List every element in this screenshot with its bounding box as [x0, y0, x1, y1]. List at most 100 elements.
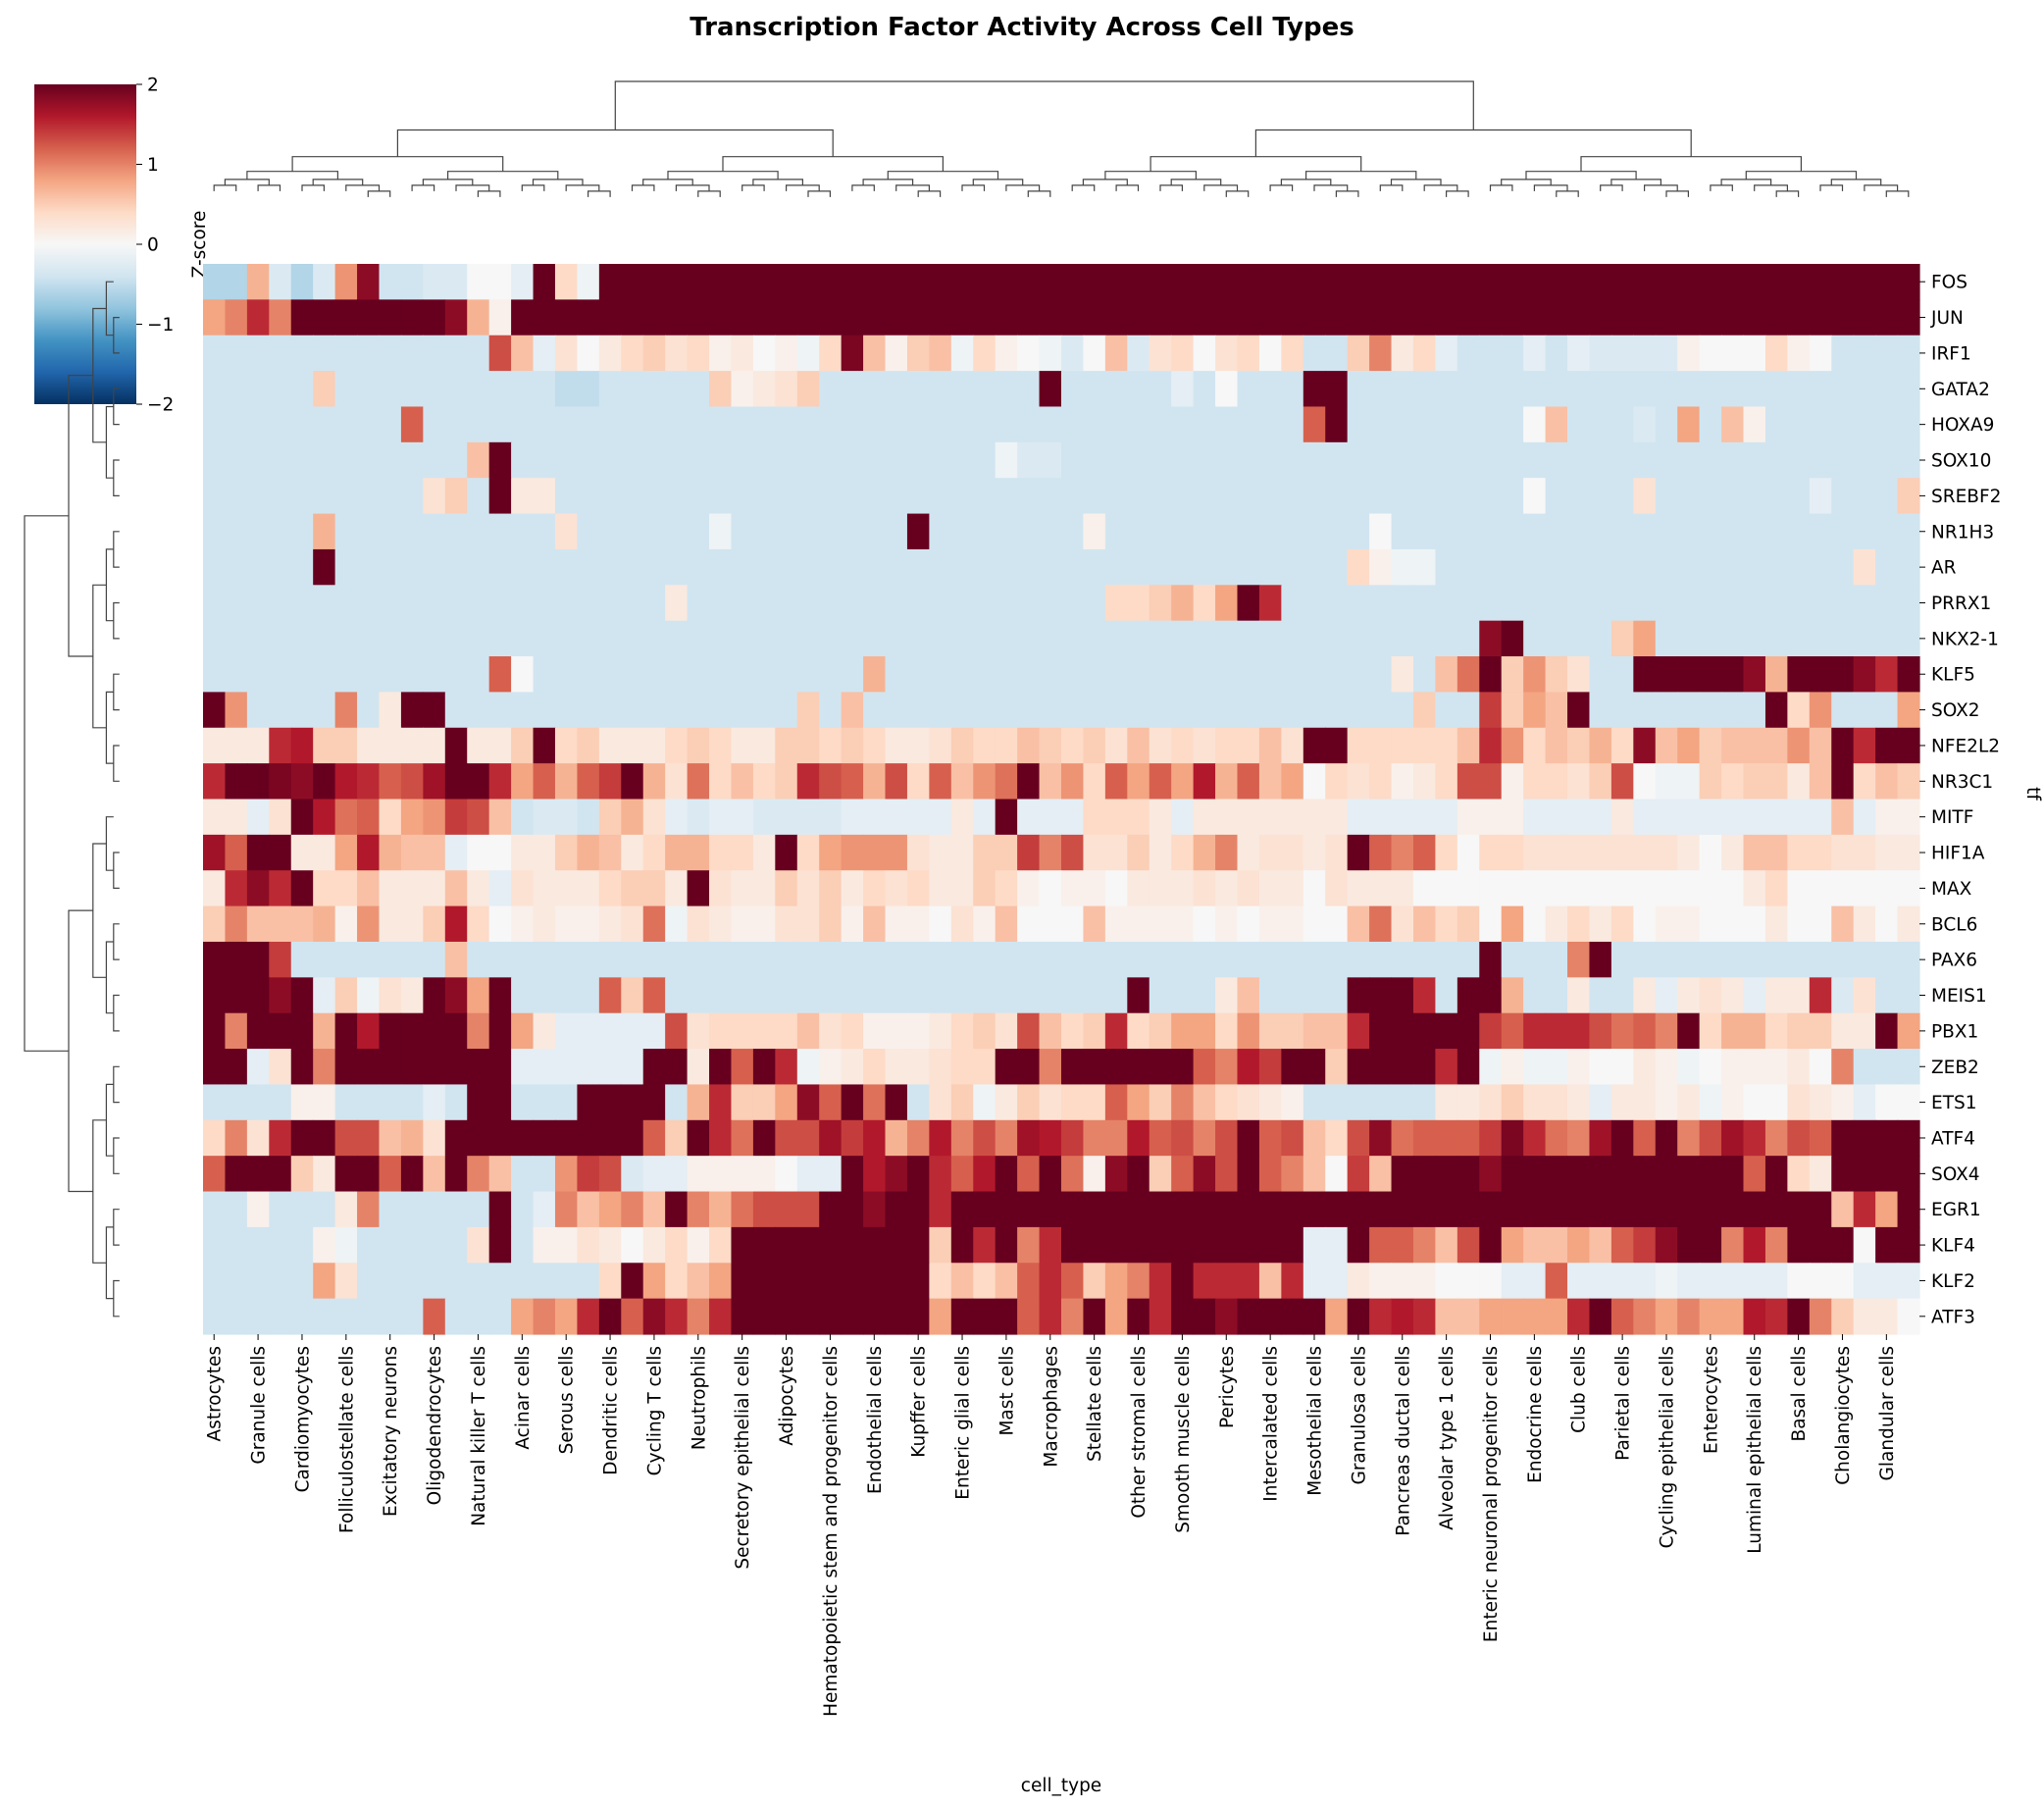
heatmap-cell: [1897, 585, 1920, 622]
heatmap-cell: [1171, 977, 1195, 1014]
heatmap-cell: [796, 834, 820, 871]
heatmap-cell: [1325, 585, 1349, 622]
heatmap-cell: [1545, 1156, 1568, 1193]
heatmap-cell: [1258, 763, 1282, 801]
row-label: KLF2: [1931, 1271, 1975, 1292]
heatmap-cell: [973, 478, 996, 515]
heatmap-cell: [598, 441, 622, 479]
heatmap-cell: [269, 585, 292, 622]
heatmap-cell: [313, 620, 336, 657]
heatmap-cell: [1897, 905, 1920, 943]
heatmap-cell: [334, 335, 358, 372]
heatmap-cell: [488, 1012, 512, 1050]
heatmap-cell: [1853, 620, 1876, 657]
heatmap-cell: [1721, 513, 1745, 550]
heatmap-cell: [906, 656, 930, 693]
heatmap-cell: [950, 335, 974, 372]
heatmap-cell: [554, 692, 579, 729]
heatmap-cell: [554, 1191, 579, 1228]
heatmap-cell: [1347, 870, 1370, 907]
heatmap-cell: [1061, 1226, 1085, 1264]
heatmap-cell: [775, 335, 798, 372]
heatmap-cell: [863, 478, 887, 515]
heatmap-cell: [819, 834, 843, 871]
heatmap-cell: [1853, 1156, 1876, 1193]
heatmap-cell: [357, 692, 381, 729]
heatmap-cell: [885, 478, 908, 515]
heatmap-cell: [444, 406, 468, 443]
heatmap-cell: [1456, 371, 1480, 408]
row-label: EGR1: [1931, 1200, 1981, 1220]
heatmap-cell: [1721, 763, 1745, 801]
heatmap-cell: [1787, 834, 1811, 871]
heatmap-cell: [225, 763, 248, 801]
heatmap-cell: [1787, 1298, 1811, 1335]
heatmap-cell: [1391, 1012, 1414, 1050]
heatmap-cell: [1215, 763, 1239, 801]
heatmap-cell: [1017, 513, 1041, 550]
heatmap-cell: [1258, 977, 1282, 1014]
heatmap-cell: [687, 1049, 710, 1086]
heatmap-cell: [1677, 299, 1701, 336]
colorbar-tick-label: 0: [147, 235, 159, 256]
heatmap-cell: [709, 1012, 733, 1050]
heatmap-cell: [1787, 799, 1811, 836]
heatmap-cell: [554, 905, 579, 943]
heatmap-cell: [1589, 692, 1612, 729]
heatmap-cell: [1787, 692, 1811, 729]
heatmap-cell: [1523, 299, 1547, 336]
heatmap-cell: [752, 1156, 776, 1193]
heatmap-cell: [313, 1049, 336, 1086]
dendrogram-link: [422, 179, 474, 185]
heatmap-cell: [1193, 1012, 1216, 1050]
heatmap-cell: [1567, 1084, 1591, 1121]
heatmap-cell: [973, 548, 996, 586]
heatmap-cell: [334, 299, 358, 336]
heatmap-cell: [1237, 692, 1260, 729]
heatmap-cell: [1523, 441, 1547, 479]
column-label: Dendritic cells: [601, 1346, 622, 1475]
heatmap-cell: [1875, 548, 1899, 586]
heatmap-cell: [1193, 834, 1216, 871]
heatmap-cell: [1061, 478, 1085, 515]
heatmap-cell: [1523, 1119, 1547, 1157]
heatmap-cell: [841, 513, 864, 550]
heatmap-cell: [665, 905, 689, 943]
heatmap-cell: [1897, 371, 1920, 408]
heatmap-cell: [731, 1226, 754, 1264]
heatmap-cell: [1237, 585, 1260, 622]
heatmap-cell: [775, 763, 798, 801]
heatmap-cell: [1633, 834, 1657, 871]
heatmap-cell: [1456, 1012, 1480, 1050]
heatmap-cell: [709, 763, 733, 801]
heatmap-cell: [665, 763, 689, 801]
heatmap-cell: [1501, 905, 1524, 943]
heatmap-cell: [687, 1298, 710, 1335]
heatmap-cell: [929, 692, 952, 729]
heatmap-cell: [1633, 585, 1657, 622]
heatmap-cell: [554, 1263, 579, 1300]
heatmap-cell: [1171, 905, 1195, 943]
heatmap-cell: [1809, 513, 1832, 550]
heatmap-cell: [598, 513, 622, 550]
heatmap-cell: [1853, 299, 1876, 336]
heatmap-cell: [1567, 941, 1591, 978]
heatmap-cell: [269, 656, 292, 693]
heatmap-cell: [1127, 513, 1150, 550]
row-label: FOS: [1931, 273, 1967, 293]
heatmap-cell: [1764, 548, 1788, 586]
heatmap-cell: [313, 548, 336, 586]
heatmap-cell: [1897, 620, 1920, 657]
heatmap-cell: [1193, 1298, 1216, 1335]
heatmap-cell: [269, 1156, 292, 1193]
heatmap-cell: [334, 656, 358, 693]
heatmap-cell: [621, 656, 644, 693]
heatmap-cell: [841, 977, 864, 1014]
heatmap-cell: [1435, 513, 1458, 550]
heatmap-cell: [1435, 1012, 1458, 1050]
heatmap-cell: [1412, 585, 1437, 622]
heatmap-cell: [444, 727, 468, 764]
heatmap-cell: [1061, 763, 1085, 801]
heatmap-cell: [796, 727, 820, 764]
heatmap-cell: [1017, 834, 1041, 871]
